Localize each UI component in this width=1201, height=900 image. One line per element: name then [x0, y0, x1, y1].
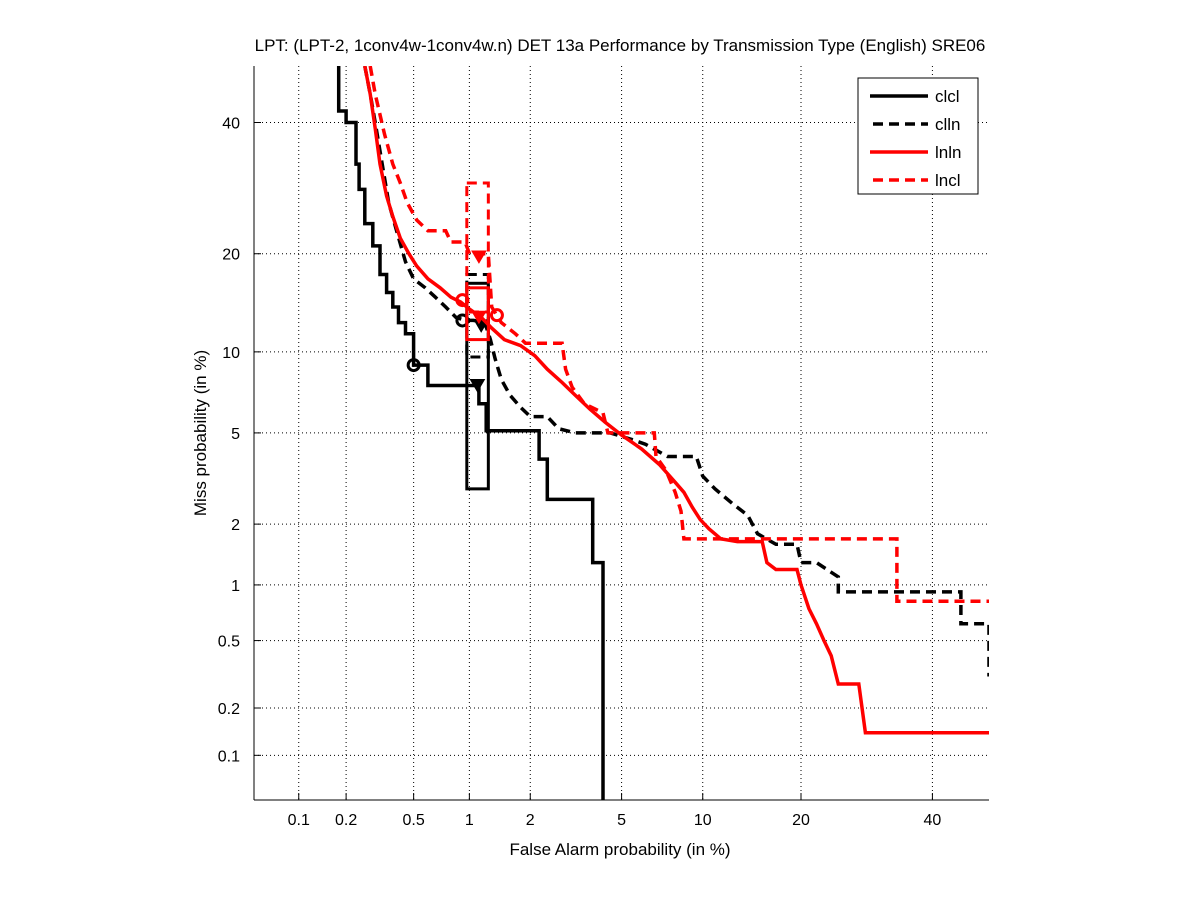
x-tick-label: 0.1 [288, 812, 310, 829]
y-tick-label: 40 [222, 116, 240, 133]
y-tick-label: 0.5 [218, 634, 240, 651]
x-tick-label: 5 [617, 812, 626, 829]
x-axis-label: False Alarm probability (in %) [509, 840, 730, 859]
y-tick-label: 1 [231, 578, 240, 595]
y-tick-label: 0.1 [218, 748, 240, 765]
series-clcl [336, 66, 605, 800]
ci-box-lncl [465, 181, 490, 314]
x-axis-ticks: 0.1 0.2 0.5 1 2 5 10 20 40 [288, 793, 942, 829]
curve-clcl [336, 66, 605, 800]
y-tick-label: 20 [222, 247, 240, 264]
legend: clcl clln lnln lncl [857, 77, 979, 195]
legend-label-clln: clln [935, 115, 961, 134]
y-tick-label: 0.2 [218, 701, 240, 718]
x-tick-label: 20 [792, 812, 810, 829]
series-group [336, 66, 989, 800]
y-tick-label: 2 [231, 517, 240, 534]
y-tick-label: 5 [231, 426, 240, 443]
legend-label-lnln: lnln [935, 143, 961, 162]
marker-circle-clcl [406, 358, 421, 373]
y-axis-ticks: 0.1 0.2 0.5 1 2 5 10 20 40 [218, 116, 261, 765]
curve-lncl [368, 66, 989, 604]
curve-clln [363, 66, 989, 677]
x-tick-label: 10 [694, 812, 712, 829]
ci-box-lnln [465, 286, 490, 342]
x-tick-label: 0.5 [403, 812, 425, 829]
y-tick-label: 10 [222, 345, 240, 362]
marker-triangle-lncl [471, 250, 487, 264]
chart-title: LPT: (LPT-2, 1conv4w-1conv4w.n) DET 13a … [255, 36, 986, 55]
x-tick-label: 2 [526, 812, 535, 829]
legend-label-lncl: lncl [935, 171, 961, 190]
x-tick-label: 40 [924, 812, 942, 829]
x-tick-label: 1 [465, 812, 474, 829]
legend-label-clcl: clcl [935, 87, 960, 106]
marker-circle-lncl [489, 308, 504, 323]
series-lncl [368, 66, 989, 604]
x-tick-label: 0.2 [335, 812, 357, 829]
marker-triangle-clcl [469, 379, 486, 393]
y-axis-label: Miss probability (in %) [191, 350, 210, 516]
